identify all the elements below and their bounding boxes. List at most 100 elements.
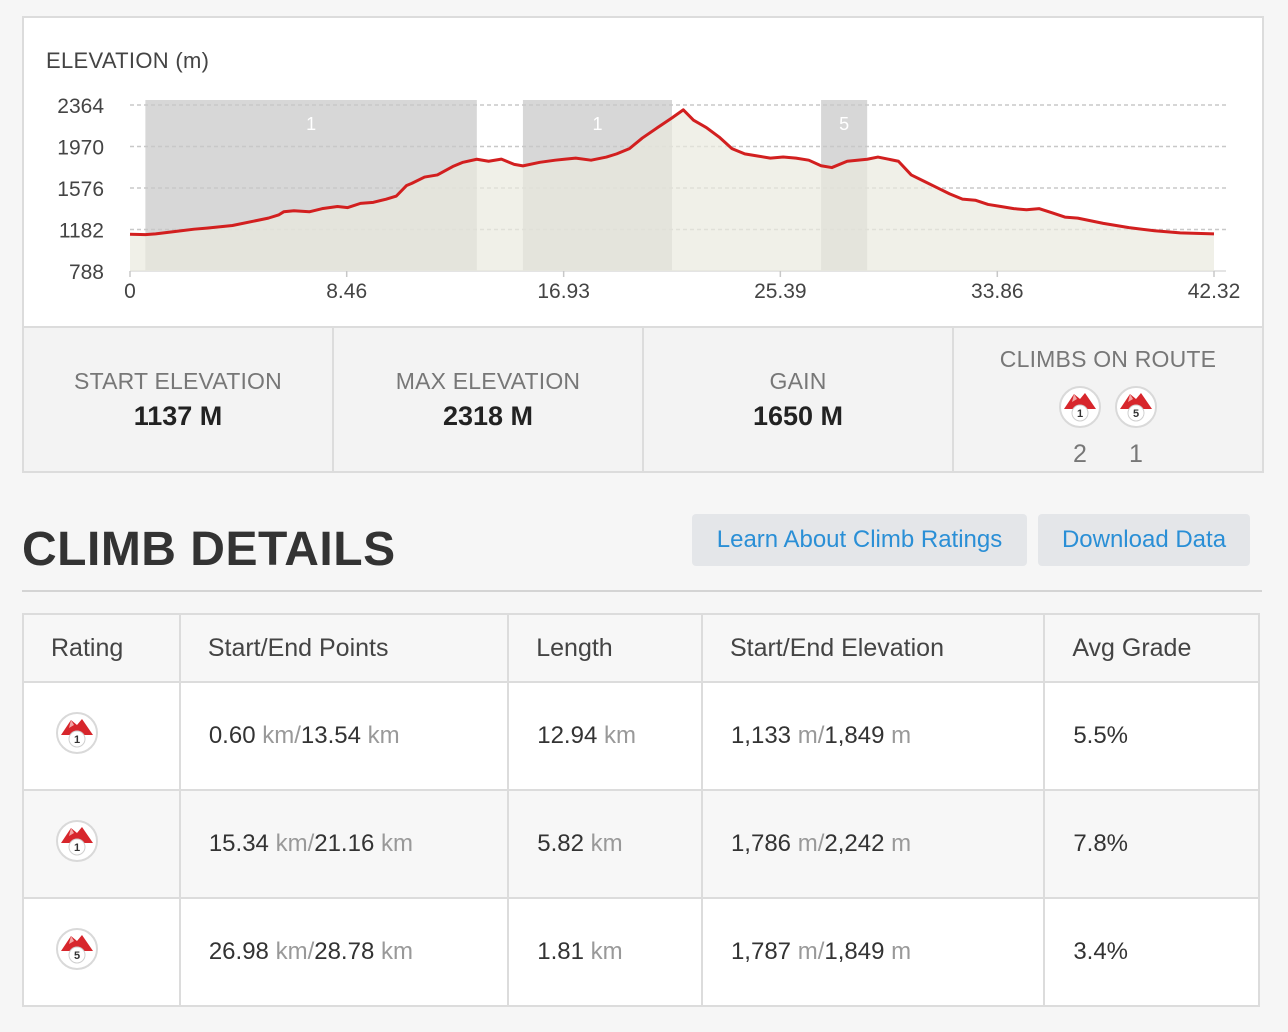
climbs-on-route-stat: CLIMBS ON ROUTE 1 2 5 1 — [954, 328, 1262, 471]
stat-value: 2318 M — [442, 400, 534, 431]
stat-label: START ELEVATION — [74, 367, 282, 394]
y-tick-label: 1970 — [57, 137, 104, 160]
y-tick-label: 2364 — [57, 95, 104, 118]
climb-count: 1 — [1129, 440, 1143, 468]
elevation-area — [130, 109, 1214, 271]
separator: / — [294, 722, 301, 749]
unit: km — [275, 830, 308, 857]
svg-text:5: 5 — [1133, 408, 1139, 420]
climb-details-heading: CLIMB DETAILS — [22, 523, 396, 576]
y-tick-label: 1576 — [57, 178, 104, 201]
column-header-rating: Rating — [22, 613, 181, 683]
x-tick-label: 0 — [124, 280, 136, 303]
svg-text:1: 1 — [74, 842, 80, 854]
elevation-chart: ELEVATION (m) 1 1 5 2364 1970 1576 1182 788 0 8.4… — [24, 18, 1262, 326]
separator: / — [817, 830, 825, 857]
end-km: 28.78 — [314, 938, 375, 965]
climb-category-icon: 1 — [55, 711, 99, 761]
unit: km — [262, 722, 295, 749]
length-value: 12.94 — [537, 722, 598, 749]
stat-value: 1137 M — [133, 400, 223, 431]
table-header-row: Rating Start/End Points Length Start/End… — [22, 613, 1260, 683]
unit: m — [891, 830, 912, 857]
avg-grade-cell: 3.4% — [1043, 897, 1260, 1007]
chart-title: ELEVATION (m) — [46, 48, 210, 73]
climb-badge-1[interactable]: 1 2 — [1058, 385, 1102, 469]
unit: km — [603, 722, 636, 749]
unit: m — [797, 722, 818, 749]
separator: / — [817, 938, 825, 965]
length-value: 5.82 — [537, 830, 584, 857]
start-elevation-stat: START ELEVATION 1137 M — [24, 328, 334, 471]
x-tick-label: 25.39 — [754, 280, 807, 303]
rating-cell: 1 — [22, 789, 181, 899]
start-elevation: 1,133 — [730, 722, 792, 749]
table-row[interactable]: 5 26.98 km/28.78 km 1.81 km 1,787 m/1,84… — [22, 897, 1260, 1007]
start-end-points-cell: 15.34 km/21.16 km — [178, 789, 510, 899]
x-tick-label: 42.32 — [1188, 280, 1241, 303]
x-tick-label: 8.46 — [326, 280, 367, 303]
start-end-points-cell: 0.60 km/13.54 km — [178, 681, 510, 791]
divider — [22, 590, 1262, 592]
unit: m — [797, 830, 818, 857]
elevation-panel: ELEVATION (m) 1 1 5 2364 1970 1576 1182 788 0 8.4… — [22, 16, 1264, 473]
svg-text:1: 1 — [74, 734, 80, 746]
svg-text:5: 5 — [74, 950, 80, 962]
start-end-points-cell: 26.98 km/28.78 km — [178, 897, 510, 1007]
unit: km — [590, 938, 623, 965]
learn-climb-ratings-button[interactable]: Learn About Climb Ratings — [692, 514, 1027, 566]
separator: / — [307, 938, 315, 965]
climb-badge-5[interactable]: 5 1 — [1114, 385, 1158, 469]
unit: m — [891, 722, 912, 749]
length-cell: 5.82 km — [507, 789, 703, 899]
climb-segment-label: 5 — [839, 114, 849, 134]
end-elevation: 2,242 — [824, 830, 885, 857]
stat-value: 1650 M — [752, 400, 844, 431]
end-elevation: 1,849 — [824, 938, 885, 965]
start-km: 15.34 — [208, 830, 269, 857]
rating-cell: 1 — [22, 681, 181, 791]
download-data-button[interactable]: Download Data — [1038, 514, 1250, 566]
climb-count: 2 — [1073, 440, 1087, 468]
table-row[interactable]: 1 15.34 km/21.16 km 5.82 km 1,786 m/2,24… — [22, 789, 1260, 899]
length-value: 1.81 — [537, 938, 584, 965]
start-elevation: 1,787 — [730, 938, 792, 965]
stat-label: GAIN — [769, 367, 827, 394]
y-tick-label: 788 — [69, 261, 104, 284]
stats-bar: START ELEVATION 1137 M MAX ELEVATION 231… — [24, 326, 1262, 471]
climb-category-1-icon: 1 — [1058, 385, 1102, 434]
unit: km — [380, 830, 413, 857]
avg-grade-cell: 7.8% — [1043, 789, 1260, 899]
max-elevation-stat: MAX ELEVATION 2318 M — [334, 328, 644, 471]
climb-segment-label: 1 — [592, 114, 602, 134]
start-end-elevation-cell: 1,787 m/1,849 m — [700, 897, 1046, 1007]
climb-category-5-icon: 5 — [1114, 385, 1158, 434]
column-header-length: Length — [507, 613, 703, 683]
start-elevation: 1,786 — [730, 830, 792, 857]
x-tick-label: 16.93 — [537, 280, 590, 303]
climb-category-icon: 1 — [55, 819, 99, 869]
start-km: 26.98 — [208, 938, 269, 965]
end-elevation: 1,849 — [824, 722, 885, 749]
table-row[interactable]: 1 0.60 km/13.54 km 12.94 km 1,133 m/1,84… — [22, 681, 1260, 791]
unit: km — [590, 830, 623, 857]
climb-badges: 1 2 5 1 — [1058, 385, 1158, 469]
column-header-start-end-elevation: Start/End Elevation — [700, 613, 1046, 683]
unit: m — [797, 938, 818, 965]
start-end-elevation-cell: 1,133 m/1,849 m — [700, 681, 1046, 791]
unit: m — [891, 938, 912, 965]
column-header-start-end-points: Start/End Points — [178, 613, 510, 683]
gain-stat: GAIN 1650 M — [644, 328, 954, 471]
end-km: 13.54 — [300, 722, 361, 749]
unit: km — [367, 722, 400, 749]
elevation-chart-svg: 1 1 5 2364 1970 1576 1182 788 0 8.46 16.93 25.39 33.… — [57, 95, 1241, 303]
start-km: 0.60 — [208, 722, 256, 749]
length-cell: 1.81 km — [507, 897, 703, 1007]
length-cell: 12.94 km — [507, 681, 703, 791]
y-tick-label: 1182 — [59, 220, 104, 243]
climb-segment-label: 1 — [306, 114, 316, 134]
unit: km — [380, 938, 413, 965]
climb-category-icon: 5 — [55, 927, 99, 977]
elevation-line — [129, 108, 1215, 237]
start-end-elevation-cell: 1,786 m/2,242 m — [700, 789, 1046, 899]
